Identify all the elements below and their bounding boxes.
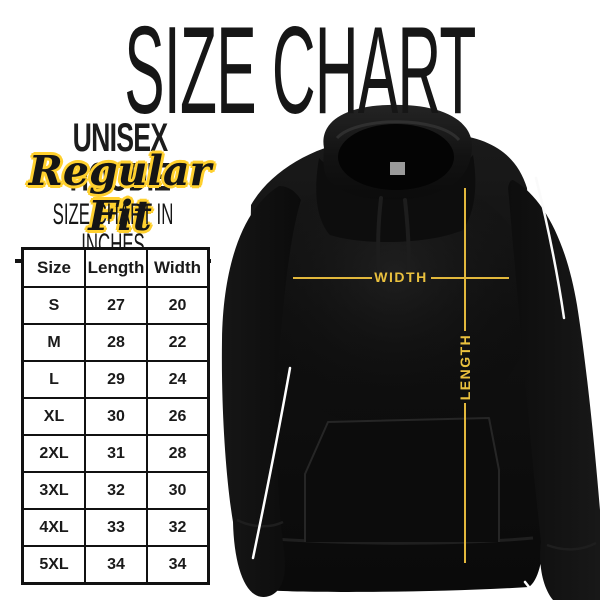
- right-sleeve-gap: [534, 176, 566, 320]
- right-sleeve: [508, 180, 600, 600]
- pocket-outline: [304, 417, 500, 542]
- table-row: 5XL 34 34: [21, 545, 210, 585]
- width-cell: 26: [146, 397, 210, 436]
- size-cell: 4XL: [21, 508, 86, 547]
- size-table: Size Length Width S 27 20 M 28 22 L 29 2…: [21, 247, 210, 585]
- table-row: 2XL 31 28: [21, 434, 210, 473]
- left-sleeve: [221, 186, 301, 598]
- width-label: WIDTH: [374, 269, 428, 285]
- width-cell: 32: [146, 508, 210, 547]
- table-header-row: Size Length Width: [21, 247, 210, 288]
- page-title-wrap: SIZE CHART: [0, 8, 600, 132]
- table-row: M 28 22: [21, 323, 210, 362]
- length-cell: 27: [84, 286, 148, 325]
- size-cell: S: [21, 286, 86, 325]
- width-cell: 30: [146, 471, 210, 510]
- size-cell: 2XL: [21, 434, 86, 473]
- right-cuff-gap: [523, 580, 544, 600]
- length-cell: 28: [84, 323, 148, 362]
- drawstring-right: [403, 198, 411, 285]
- width-cell: 24: [146, 360, 210, 399]
- product-fit: Regular Fit: [28, 147, 212, 241]
- width-line-left: [293, 277, 372, 279]
- length-cell: 31: [84, 434, 148, 473]
- kangaroo-pocket: [305, 418, 499, 542]
- hem-seam: [258, 536, 534, 545]
- col-header-size: Size: [21, 247, 86, 288]
- length-line-bottom: [464, 403, 466, 563]
- table-row: 3XL 32 30: [21, 471, 210, 510]
- hoodie-image: [221, 104, 600, 600]
- length-cell: 34: [84, 545, 148, 585]
- length-cell: 30: [84, 397, 148, 436]
- table-row: XL 30 26: [21, 397, 210, 436]
- page-title: SIZE CHART: [124, 0, 476, 140]
- table-heading: SIZE CHART IN INCHES: [52, 197, 174, 262]
- width-line-right: [431, 277, 509, 279]
- drawstring-left: [376, 196, 383, 282]
- size-cell: XL: [21, 397, 86, 436]
- length-line-top: [464, 188, 466, 331]
- width-cell: 22: [146, 323, 210, 362]
- left-sleeve-gap: [251, 366, 292, 560]
- right-cuff-seam: [546, 541, 597, 551]
- table-row: 4XL 33 32: [21, 508, 210, 547]
- size-cell: 5XL: [21, 545, 86, 585]
- length-label: LENGTH: [457, 333, 473, 401]
- hood-opening: [338, 124, 454, 190]
- length-cell: 29: [84, 360, 148, 399]
- col-header-width: Width: [146, 247, 210, 288]
- width-cell: 20: [146, 286, 210, 325]
- left-cuff-seam: [236, 518, 284, 528]
- size-cell: 3XL: [21, 471, 86, 510]
- product-name: UNISEX HOODIE: [69, 114, 171, 200]
- length-cell: 33: [84, 508, 148, 547]
- length-cell: 32: [84, 471, 148, 510]
- table-row: S 27 20: [21, 286, 210, 325]
- hood-rim-highlight: [335, 120, 461, 142]
- neck-tag: [390, 162, 405, 175]
- size-cell: L: [21, 360, 86, 399]
- width-cell: 34: [146, 545, 210, 585]
- table-row: L 29 24: [21, 360, 210, 399]
- col-header-length: Length: [84, 247, 148, 288]
- width-cell: 28: [146, 434, 210, 473]
- size-cell: M: [21, 323, 86, 362]
